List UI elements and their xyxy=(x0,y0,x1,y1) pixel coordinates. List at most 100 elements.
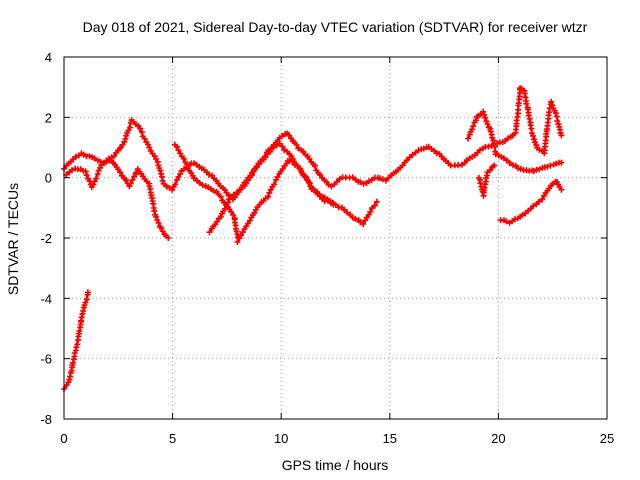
y-tick-label: -2 xyxy=(40,231,52,246)
series-track-e xyxy=(206,140,337,236)
data-point-marker xyxy=(250,168,257,175)
data-point-marker xyxy=(333,179,340,185)
y-tick-label: 0 xyxy=(45,171,52,186)
data-series xyxy=(61,85,565,392)
data-point-marker xyxy=(270,181,277,188)
data-point-marker xyxy=(160,180,167,187)
data-point-marker xyxy=(84,289,91,296)
x-tick-label: 15 xyxy=(383,431,397,446)
data-point-marker xyxy=(530,132,536,139)
data-point-marker xyxy=(279,133,285,140)
data-point-marker xyxy=(174,143,181,150)
data-point-marker xyxy=(151,207,158,214)
data-point-marker xyxy=(225,199,231,206)
x-tick-label: 20 xyxy=(491,431,505,446)
series-track-g xyxy=(475,162,498,199)
data-point-marker xyxy=(279,143,286,150)
data-point-marker xyxy=(481,114,488,121)
data-point-marker xyxy=(325,181,332,188)
data-point-marker xyxy=(238,232,244,239)
data-point-marker xyxy=(153,213,160,220)
data-point-marker xyxy=(93,175,100,182)
data-point-marker xyxy=(316,171,323,178)
data-point-marker xyxy=(480,108,487,115)
data-point-marker xyxy=(347,211,354,218)
data-point-marker xyxy=(503,218,510,225)
data-point-marker xyxy=(206,229,213,236)
data-point-marker xyxy=(368,177,375,184)
data-point-marker xyxy=(506,160,513,166)
data-point-marker xyxy=(312,162,318,169)
tick-labels: 0 5 10 15 20 25 -8 -6 -4 -2 0 2 4 xyxy=(40,50,614,446)
chart-title: Day 018 of 2021, Sidereal Day-to-day VTE… xyxy=(83,19,588,35)
data-point-marker xyxy=(91,155,98,162)
data-point-marker xyxy=(217,193,224,200)
data-point-marker xyxy=(73,344,80,351)
data-point-marker xyxy=(158,225,165,231)
data-point-marker xyxy=(360,221,367,227)
data-point-marker xyxy=(111,152,118,159)
y-tick-label: 2 xyxy=(45,110,52,125)
data-point-marker xyxy=(472,117,479,124)
series-track-f xyxy=(465,108,565,175)
data-point-marker xyxy=(530,136,537,143)
data-point-marker xyxy=(558,159,565,166)
data-point-marker xyxy=(403,157,410,164)
data-point-marker xyxy=(133,169,140,176)
series-track-h xyxy=(497,178,565,226)
data-point-marker xyxy=(465,135,471,142)
data-point-marker xyxy=(491,162,498,169)
data-point-marker xyxy=(481,184,488,191)
data-point-marker xyxy=(373,198,380,205)
data-point-marker xyxy=(262,153,269,160)
data-point-marker xyxy=(146,144,153,151)
data-point-marker xyxy=(217,213,224,220)
series-line xyxy=(173,143,378,243)
data-point-marker xyxy=(117,169,123,176)
data-point-marker xyxy=(83,172,90,179)
data-point-marker xyxy=(330,201,337,208)
data-point-marker xyxy=(487,167,493,174)
y-tick-label: -6 xyxy=(40,352,52,367)
y-tick-label: -4 xyxy=(40,291,52,306)
data-point-marker xyxy=(352,215,359,222)
data-point-marker xyxy=(526,115,533,122)
data-point-marker xyxy=(547,162,554,169)
data-point-marker xyxy=(175,147,182,153)
data-point-marker xyxy=(274,173,281,180)
data-point-marker xyxy=(371,202,378,209)
x-tick-label: 10 xyxy=(274,431,288,446)
series-track-a xyxy=(61,289,91,392)
data-point-marker xyxy=(69,167,75,174)
data-point-marker xyxy=(514,114,521,120)
series-track-b xyxy=(61,85,565,203)
data-point-marker xyxy=(141,135,148,142)
data-point-marker xyxy=(90,181,97,188)
x-axis-label: GPS time / hours xyxy=(282,457,389,473)
data-point-marker xyxy=(190,175,197,182)
data-point-marker xyxy=(177,170,184,177)
y-tick-label: 4 xyxy=(45,50,52,65)
x-tick-label: 25 xyxy=(600,431,614,446)
data-point-marker xyxy=(552,110,559,117)
data-point-marker xyxy=(72,153,79,160)
data-point-marker xyxy=(523,100,530,107)
plot-frame xyxy=(63,56,608,420)
data-point-marker xyxy=(530,203,537,209)
data-point-marker xyxy=(129,177,136,183)
data-point-marker xyxy=(539,196,546,203)
data-point-marker xyxy=(548,98,555,105)
data-point-marker xyxy=(184,164,191,171)
data-point-marker xyxy=(175,173,182,180)
data-point-marker xyxy=(206,171,212,178)
data-point-marker xyxy=(221,205,228,212)
data-point-marker xyxy=(522,210,529,217)
data-point-marker xyxy=(310,186,317,193)
data-point-marker xyxy=(306,180,313,187)
data-point-marker xyxy=(491,140,498,147)
data-point-marker xyxy=(196,179,203,186)
data-point-marker xyxy=(357,179,364,186)
data-point-marker xyxy=(549,102,556,109)
data-point-marker xyxy=(159,177,166,184)
